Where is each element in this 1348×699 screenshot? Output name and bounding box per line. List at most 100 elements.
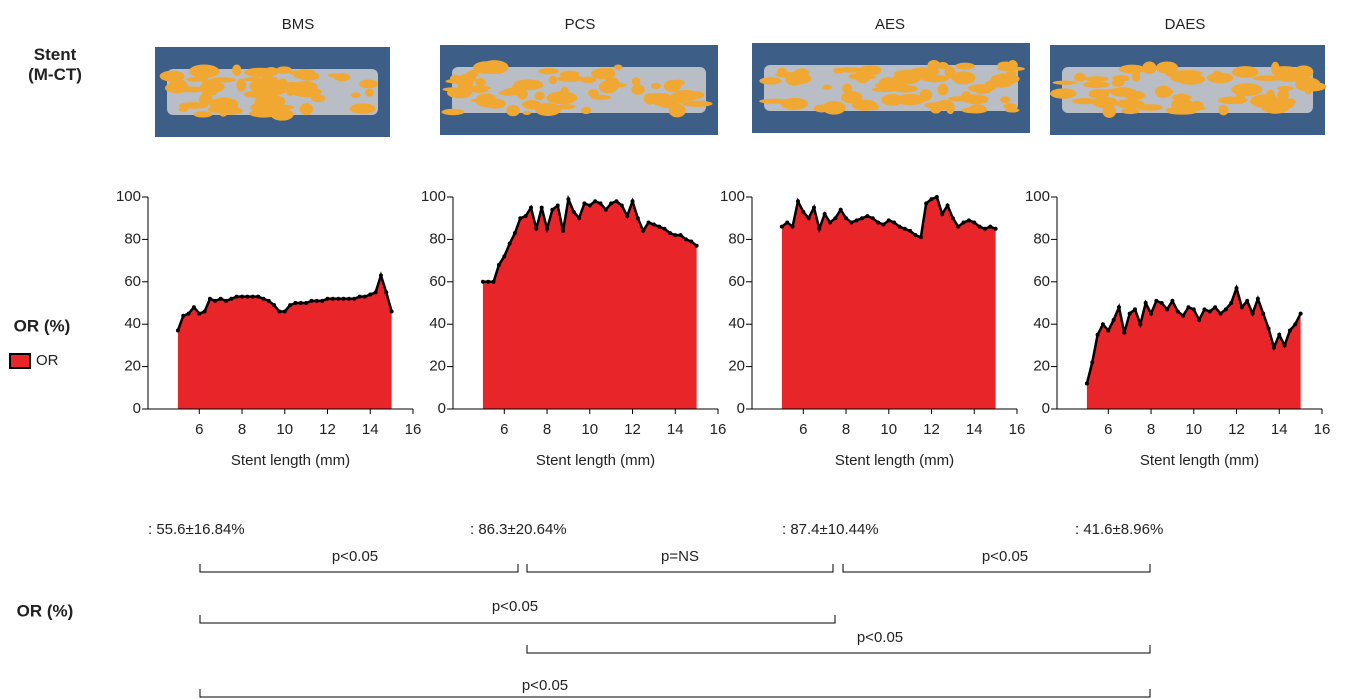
stent-strut (1096, 92, 1107, 97)
data-point (1208, 309, 1212, 313)
stent-strut (473, 61, 499, 74)
data-point (962, 220, 966, 224)
data-point (988, 225, 992, 229)
data-point (924, 201, 928, 205)
data-point (657, 225, 661, 229)
x-tick-label: 8 (543, 421, 551, 438)
data-point (251, 295, 255, 299)
y-tick-label: 60 (124, 273, 141, 290)
data-point (1170, 299, 1174, 303)
data-point (508, 242, 512, 246)
comparison-label: p<0.05 (332, 548, 378, 565)
data-point (1240, 305, 1244, 309)
data-point (304, 301, 308, 305)
stent-strut (1119, 65, 1145, 74)
data-point (807, 216, 811, 220)
stent-strut (1231, 83, 1262, 96)
x-tick-label: 14 (1271, 421, 1288, 438)
stent-strut (1218, 96, 1248, 103)
stent-strut (523, 111, 531, 115)
stent-strut (1232, 66, 1259, 78)
stent-strut (522, 100, 541, 109)
x-tick-label: 10 (276, 421, 293, 438)
y-tick-label: 40 (1033, 315, 1050, 332)
stent-strut (644, 93, 657, 104)
stent-strut (682, 101, 712, 107)
stent-strut (1173, 70, 1202, 76)
data-point (994, 227, 998, 231)
data-point (695, 244, 699, 248)
data-point (684, 237, 688, 241)
data-point (951, 216, 955, 220)
stent-strut (244, 68, 275, 78)
stent-strut (506, 105, 520, 116)
y-tick-label: 100 (720, 188, 745, 205)
data-point (497, 263, 501, 267)
stent-strut (549, 76, 557, 85)
data-point (652, 223, 656, 227)
data-point (1293, 322, 1297, 326)
data-point (1283, 343, 1287, 347)
data-point (913, 233, 917, 237)
legend-label: OR (36, 352, 59, 369)
stent-strut (1142, 62, 1156, 75)
page: Stent(M-CT) OR (%) OR OR (%) BMS02040608… (0, 0, 1348, 699)
data-point (865, 214, 869, 218)
y-tick-label: 40 (728, 315, 745, 332)
data-point (855, 218, 859, 222)
data-point (967, 218, 971, 222)
data-point (315, 299, 319, 303)
stent-strut (1132, 71, 1140, 82)
stent-strut (969, 104, 987, 113)
stent-strut (581, 107, 591, 115)
data-point (267, 299, 271, 303)
stent-strut (1084, 76, 1109, 81)
data-point (1154, 299, 1158, 303)
chart-title: AES (875, 16, 905, 33)
stent-strut (928, 60, 941, 70)
y-tick-label: 80 (429, 230, 446, 247)
data-point (288, 303, 292, 307)
stent-strut (631, 84, 645, 94)
data-point (336, 297, 340, 301)
data-point (481, 280, 485, 284)
x-tick-label: 6 (195, 421, 203, 438)
comparison-bracket (200, 564, 518, 572)
stent-strut (859, 65, 881, 75)
stent-strut (822, 85, 832, 90)
stent-strut (1218, 105, 1228, 115)
comparison-bracket (200, 615, 835, 623)
data-point (192, 305, 196, 309)
data-point (791, 225, 795, 229)
stent-strut (781, 98, 808, 110)
stent-strut (359, 79, 378, 88)
x-tick-label: 8 (1147, 421, 1155, 438)
y-tick-label: 20 (429, 358, 446, 375)
y-tick-label: 80 (728, 230, 745, 247)
stent-strut (1277, 86, 1294, 91)
data-point (518, 216, 522, 220)
stent-strut (276, 66, 292, 74)
stent-strut (194, 111, 213, 117)
data-point (550, 208, 554, 212)
stent-image (160, 64, 378, 120)
stent-strut (1165, 107, 1189, 112)
stat-label: : 55.6±16.84% (148, 521, 245, 538)
data-point (956, 225, 960, 229)
stent-strut (867, 104, 879, 110)
data-point (1144, 301, 1148, 305)
data-point (1138, 322, 1142, 326)
data-point (256, 295, 260, 299)
stent-strut (1121, 108, 1140, 114)
stent-strut (447, 87, 472, 98)
stent-strut (350, 103, 376, 113)
data-point (1117, 305, 1121, 309)
data-point (1128, 312, 1132, 316)
area (782, 197, 996, 409)
y-tick-label: 0 (1042, 400, 1050, 417)
chart-title: BMS (282, 16, 315, 33)
x-tick-label: 8 (238, 421, 246, 438)
y-tick-label: 0 (438, 400, 446, 417)
stent-strut (1112, 79, 1125, 86)
data-point (919, 235, 923, 239)
